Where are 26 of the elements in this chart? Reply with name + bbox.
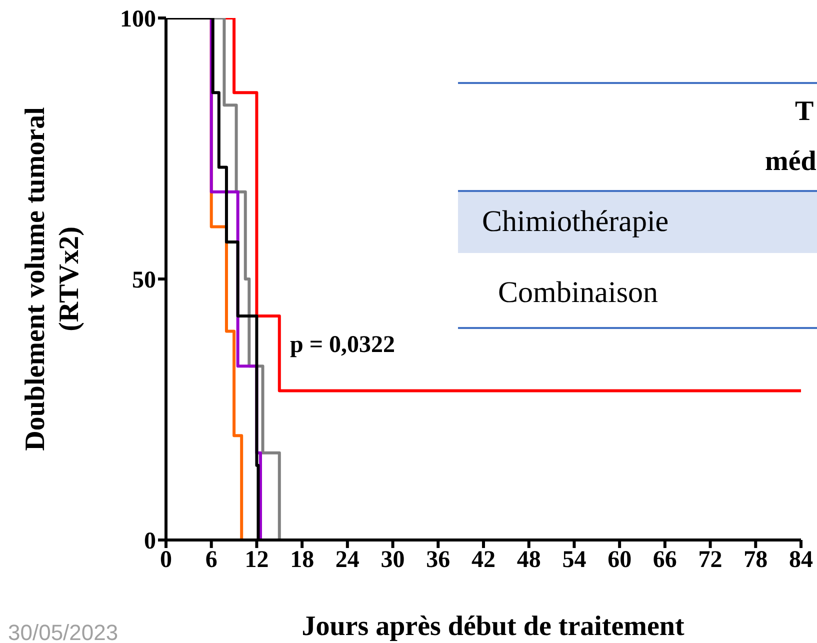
annotation: Combinaison	[498, 276, 658, 310]
x-tick-label: 54	[562, 547, 586, 574]
x-tick-label: 24	[335, 547, 360, 574]
x-tick-label: 42	[472, 547, 496, 574]
text: 30/05/2023	[8, 620, 118, 643]
y-tick-label: 0	[144, 528, 156, 555]
x-tick-label: 60	[608, 547, 632, 574]
x-tick-label: 78	[744, 547, 768, 574]
x-tick-label: 12	[244, 547, 269, 574]
x-tick-label: 36	[426, 547, 450, 574]
annotation: T	[795, 96, 814, 128]
x-tick-label: 66	[652, 547, 677, 574]
annotation: p = 0,0322	[290, 332, 396, 358]
annotation: Chimiothérapie	[482, 205, 669, 239]
x-axis-title: Jours après début de traitement	[302, 611, 685, 642]
x-tick-label: 48	[516, 547, 541, 574]
x-tick-label: 18	[290, 547, 314, 574]
y-tick-label: 100	[120, 6, 156, 33]
x-tick-label: 72	[698, 547, 722, 574]
x-tick-label: 0	[160, 547, 172, 574]
annotation: méd	[765, 146, 816, 178]
x-tick-label: 30	[380, 547, 405, 574]
y-axis-title: Doublement volume tumoral (RTVx2)	[20, 106, 85, 451]
x-tick-label: 6	[205, 547, 218, 574]
y-tick-label: 50	[132, 268, 156, 294]
x-tick-label: 84	[789, 547, 813, 574]
